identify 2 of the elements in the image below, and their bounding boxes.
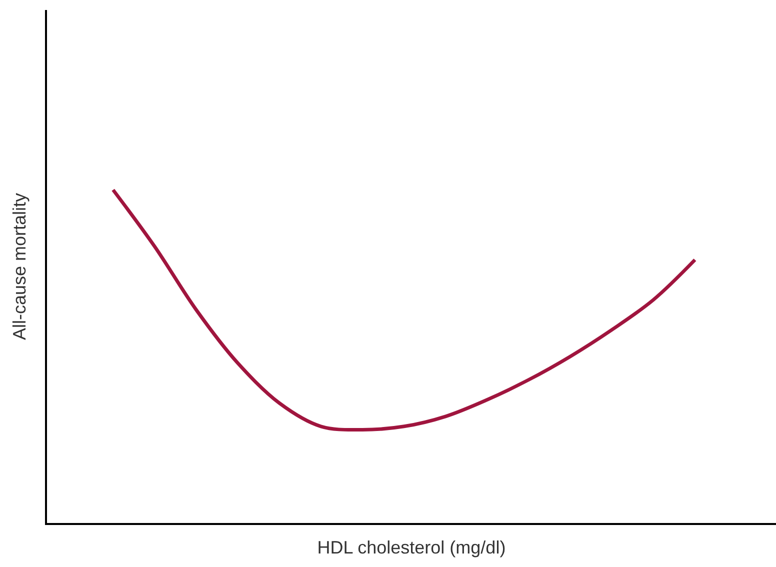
y-axis-title: All-cause mortality	[10, 192, 30, 340]
x-axis-title: HDL cholesterol (mg/dl)	[317, 538, 506, 558]
